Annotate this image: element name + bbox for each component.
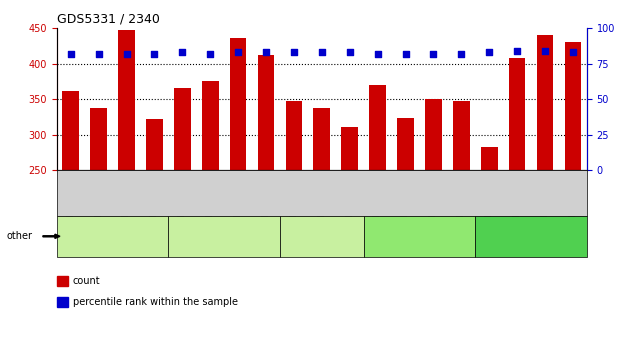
Point <box>372 51 382 57</box>
Bar <box>230 38 247 347</box>
Bar <box>286 101 302 347</box>
Bar <box>536 35 553 347</box>
Bar <box>341 127 358 347</box>
Bar <box>453 101 469 347</box>
Point <box>205 51 215 57</box>
Point <box>512 48 522 54</box>
Bar <box>146 119 163 347</box>
Point <box>150 51 160 57</box>
Point <box>66 51 76 57</box>
Bar <box>257 55 274 347</box>
Point <box>317 50 327 55</box>
Point <box>233 50 243 55</box>
Text: Domingo Rubio stream
medium course: Domingo Rubio stream medium course <box>180 227 268 246</box>
Text: Domingo Rubio stream
lower course: Domingo Rubio stream lower course <box>69 227 156 246</box>
Bar <box>481 147 498 347</box>
Point <box>261 50 271 55</box>
Point <box>568 50 578 55</box>
Text: percentile rank within the sample: percentile rank within the sample <box>73 297 237 307</box>
Point <box>93 51 103 57</box>
Point <box>289 50 299 55</box>
Text: Domingo Rubio
stream upper course: Domingo Rubio stream upper course <box>282 227 362 246</box>
Point <box>122 51 132 57</box>
Bar <box>62 91 79 347</box>
Point <box>428 51 439 57</box>
Bar <box>314 108 330 347</box>
Point <box>401 51 411 57</box>
Bar <box>425 99 442 347</box>
Bar <box>174 88 191 347</box>
Text: other: other <box>6 231 32 241</box>
Bar <box>509 58 526 347</box>
Bar <box>369 85 386 347</box>
Bar <box>118 30 135 347</box>
Point <box>540 48 550 54</box>
Bar <box>397 118 414 347</box>
Bar <box>90 108 107 347</box>
Point <box>484 50 494 55</box>
Bar <box>565 42 581 347</box>
Bar <box>202 81 218 347</box>
Text: GDS5331 / 2340: GDS5331 / 2340 <box>57 13 160 26</box>
Point <box>456 51 466 57</box>
Text: Santa Olalla lagoon
(unpolluted): Santa Olalla lagoon (unpolluted) <box>493 227 569 246</box>
Point <box>345 50 355 55</box>
Point <box>177 50 187 55</box>
Text: phosphogypsum stacks: phosphogypsum stacks <box>374 232 464 241</box>
Text: count: count <box>73 276 100 286</box>
